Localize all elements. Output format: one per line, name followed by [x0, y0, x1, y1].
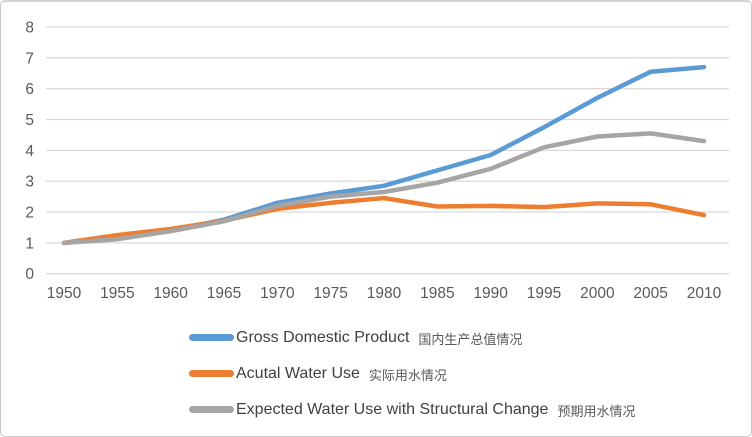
x-tick-label: 2010 — [687, 285, 722, 302]
x-tick-label: 1995 — [527, 285, 561, 302]
actual-water-use-line — [61, 195, 707, 246]
y-tick-label: 2 — [25, 205, 34, 222]
legend-label-zh: 实际用水情况 — [368, 368, 447, 383]
x-tick-label: 1990 — [473, 285, 508, 302]
y-tick-label: 0 — [25, 266, 34, 283]
gross-domestic-product-line — [61, 64, 707, 246]
expected-water-use-structural-change-line — [61, 131, 707, 246]
x-tick-label: 1960 — [153, 285, 188, 302]
legend-item-expected-water-use[interactable]: Expected Water Use with Structural Chang… — [189, 398, 635, 421]
legend-label-en: Acutal Water Use — [236, 364, 360, 382]
x-tick-label: 2000 — [580, 285, 615, 302]
x-tick-label: 1985 — [420, 285, 454, 302]
actual-water-use-line-swatch-icon — [189, 370, 234, 377]
y-tick-label: 6 — [25, 81, 34, 98]
x-tick-label: 1965 — [207, 285, 241, 302]
y-tick-label: 4 — [25, 143, 34, 160]
y-tick-label: 1 — [25, 235, 34, 252]
y-tick-label: 5 — [25, 112, 34, 129]
legend-item-gdp[interactable]: Gross Domestic Product 国内生产总值情况 — [189, 326, 635, 349]
x-tick-label: 1950 — [47, 285, 82, 302]
gdp-line-swatch-icon — [189, 334, 234, 341]
y-tick-label: 8 — [25, 19, 34, 36]
y-tick-label: 3 — [25, 174, 34, 191]
x-tick-label: 1980 — [367, 285, 402, 302]
x-tick-label: 1970 — [260, 285, 295, 302]
x-tick-label: 2005 — [633, 285, 667, 302]
legend-label-zh: 预期用水情况 — [557, 404, 636, 419]
x-tick-label: 1955 — [100, 285, 134, 302]
legend-label-en: Gross Domestic Product — [236, 328, 410, 346]
legend-label-zh: 国内生产总值情况 — [418, 332, 523, 347]
expected-water-use-line-swatch-icon — [189, 406, 234, 413]
line-chart-plot: 0 1 2 3 4 5 6 7 8 1950 1955 1960 1965 1970 1975 1980 198… — [25, 19, 729, 302]
x-tick-label: 1975 — [313, 285, 347, 302]
chart-legend: Gross Domestic Product 国内生产总值情况 Acutal W… — [189, 326, 635, 421]
legend-item-actual-water-use[interactable]: Acutal Water Use 实际用水情况 — [189, 362, 635, 385]
legend-label-en: Expected Water Use with Structural Chang… — [236, 400, 549, 418]
y-tick-label: 7 — [25, 50, 34, 67]
